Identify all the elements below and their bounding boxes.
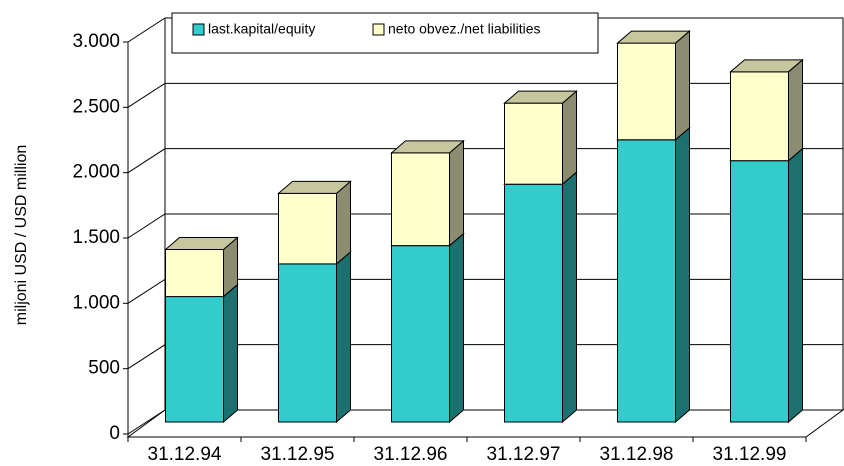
bar-segment [503, 171, 578, 424]
x-tick-label: 31.12.99 [713, 444, 787, 465]
bar-segment [390, 139, 465, 247]
y-tick-label: 500 [88, 358, 120, 379]
bar-front [504, 183, 563, 423]
bar-front [165, 296, 224, 423]
bar-front [617, 139, 676, 423]
bar-segment [729, 58, 804, 162]
y-axis-title: miljoni USD / USD million [13, 145, 30, 325]
x-tick-label: 31.12.98 [600, 444, 674, 465]
bar-side [223, 283, 238, 424]
legend-label: neto obvez./net liabilities [388, 21, 541, 37]
bar-segment [729, 147, 804, 424]
bar-segment [277, 180, 352, 265]
bar-top [729, 59, 804, 73]
y-tick-label: 2.500 [72, 96, 120, 117]
bar-side [788, 147, 803, 424]
bar-segment [390, 232, 465, 424]
bar-front [730, 160, 789, 423]
y-tick-label: 2.000 [72, 162, 120, 183]
bar-side [336, 180, 351, 265]
bar-front [730, 71, 789, 162]
bar-side [562, 90, 577, 186]
bar-side [675, 29, 690, 141]
bar-top [503, 90, 578, 104]
y-tick-label: 1.500 [72, 227, 120, 248]
bar-front [617, 42, 676, 141]
x-tick-label: 31.12.97 [487, 444, 561, 465]
y-tick-label: 3.000 [72, 31, 120, 52]
bar-top [277, 180, 352, 194]
bar-segment [616, 29, 691, 141]
bar-front [278, 192, 337, 265]
bar-side [562, 171, 577, 424]
bar-front [504, 102, 563, 185]
bar-side [788, 58, 803, 162]
y-tick-label: 0 [109, 423, 120, 444]
bar-top [164, 237, 239, 251]
bar-front [391, 152, 450, 247]
bar-side [336, 250, 351, 424]
bar-side [449, 232, 464, 424]
x-tick-label: 31.12.95 [261, 444, 335, 465]
legend-label: last.kapital/equity [208, 21, 315, 37]
y-tick-label: 1.000 [72, 292, 120, 313]
legend-swatch [192, 23, 205, 36]
bar-front [391, 245, 450, 423]
legend [171, 12, 599, 54]
bar-front [165, 249, 224, 298]
x-tick-label: 31.12.94 [148, 444, 222, 465]
legend-items: last.kapital/equity neto obvez./net liabi… [192, 21, 541, 37]
legend-swatch [372, 23, 385, 36]
bar-segment [503, 90, 578, 186]
bar-top [390, 140, 465, 154]
bar-segment [616, 126, 691, 424]
bar-front [278, 263, 337, 423]
bar-segment [164, 236, 239, 298]
x-tick-label: 31.12.96 [374, 444, 448, 465]
bar-side [449, 139, 464, 247]
bar-side [675, 126, 690, 424]
grid-line [127, 17, 843, 43]
bar-top [616, 30, 691, 44]
bar-segment [164, 283, 239, 424]
bar-segment [277, 250, 352, 424]
